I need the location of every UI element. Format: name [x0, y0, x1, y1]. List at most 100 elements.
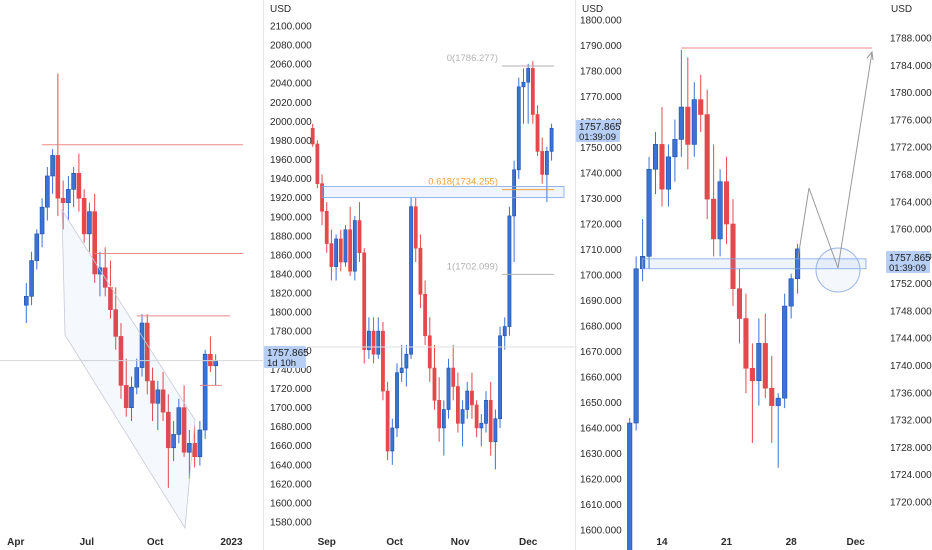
candle-body [769, 387, 775, 406]
candle-body [362, 252, 367, 350]
candle-body [87, 211, 92, 235]
chart-panel-daily[interactable]: USD 2100.000 2080.000 2060.000 2040.000 2020.… [264, 0, 575, 550]
candle-body [724, 181, 730, 225]
candle-body [544, 151, 549, 175]
candle-body [743, 318, 749, 369]
candle-body [479, 423, 484, 429]
x-tick-label: Apr [7, 537, 24, 548]
candle-body [665, 156, 671, 190]
candle-body [627, 422, 633, 550]
right-y-tick-label: 1772.000 [890, 143, 932, 154]
right-y-tick-label: 1764.000 [890, 197, 932, 208]
price-badge-countdown: 01:39:09 [889, 263, 926, 274]
y-tick-label: 1620.000 [580, 475, 622, 486]
candle-body [139, 322, 145, 368]
y-tick-label: 2100.000 [270, 22, 312, 33]
candle-body [187, 443, 192, 453]
candle-body [646, 168, 652, 257]
price-badge-countdown: 01:39:09 [579, 132, 616, 143]
candle-body [782, 305, 788, 399]
x-tick-label: Oct [147, 537, 164, 548]
candle-body [129, 386, 134, 408]
y-tick-label: 1700.000 [270, 403, 312, 414]
candle-body [685, 106, 691, 145]
candle-body [652, 144, 659, 170]
chart-panel-hourly[interactable]: USD1800.0001790.0001780.0001770.0001760.… [576, 0, 932, 550]
candle-body [512, 169, 517, 217]
right-y-tick-label: 1752.000 [890, 279, 932, 290]
y-tick-label: 1740.000 [580, 169, 622, 180]
right-y-tick-label: 1728.000 [890, 443, 932, 454]
candle-body [498, 335, 502, 420]
x-tick-label: Dec [847, 537, 866, 548]
right-y-tick-label: 1768.000 [890, 170, 932, 181]
y-tick-label: 1740.000 [270, 365, 312, 376]
candle-body [113, 309, 119, 337]
x-tick-label: Nov [451, 537, 470, 548]
candle-body [45, 175, 50, 208]
hourly-chart-canvas[interactable]: USD1800.0001790.0001780.0001770.0001760.… [576, 0, 932, 550]
x-tick-label: Oct [386, 537, 403, 548]
y-tick-label: 1640.000 [580, 424, 622, 435]
candle-body [502, 326, 507, 337]
candle-body [788, 278, 794, 307]
candle-body [395, 372, 399, 429]
candle-body [427, 335, 432, 369]
x-tick-label: Jul [80, 537, 95, 548]
candle-body [775, 397, 781, 406]
right-y-tick-label: 1740.000 [890, 361, 932, 372]
price-badge [886, 251, 930, 273]
candle-body [192, 443, 197, 458]
candle-body [60, 197, 66, 204]
axis-currency-label: USD [582, 4, 603, 15]
candle-body [409, 206, 413, 355]
y-tick-label: 1600.000 [580, 526, 622, 537]
candle-body [704, 114, 710, 200]
chart-panel-weekly[interactable]: Apr Jul Oct 2023 [0, 0, 263, 550]
y-tick-label: 1620.000 [270, 479, 312, 490]
candle-body [315, 143, 320, 184]
panel-divider[interactable] [263, 0, 264, 550]
candle-body [730, 223, 736, 289]
y-tick-label: 1720.000 [580, 220, 622, 231]
y-tick-label: 1610.000 [580, 500, 622, 511]
candle-body [455, 386, 460, 424]
candle-body [437, 400, 442, 429]
candle-body [633, 268, 639, 424]
y-tick-label: 1790.000 [580, 41, 622, 52]
right-y-tick-label: 1788.000 [890, 34, 932, 45]
weekly-chart-canvas[interactable]: Apr Jul Oct 2023 [0, 0, 263, 550]
candle-body [451, 367, 456, 387]
daily-chart-canvas[interactable]: USD 2100.000 2080.000 2060.000 2040.000 2020.… [264, 0, 575, 550]
price-badge-value: 1757.865 [889, 253, 931, 264]
candle-body [535, 114, 540, 152]
right-y-tick-label: 1720.000 [890, 498, 932, 509]
candle-body [197, 429, 203, 458]
candle-body [540, 151, 545, 175]
right-y-tick-label: 1736.000 [890, 388, 932, 399]
candle-body [460, 409, 465, 424]
candle-body [399, 367, 404, 373]
y-tick-label: 1780.000 [270, 327, 312, 338]
y-tick-label: 1750.000 [580, 143, 622, 154]
price-badge-value: 1757.865 [267, 348, 309, 359]
descending-channel [61, 208, 196, 530]
projection-arrowhead [866, 50, 874, 61]
candle-body [71, 172, 76, 190]
y-tick-label: 1840.000 [270, 270, 312, 281]
candle-body [711, 198, 717, 240]
y-tick-label: 1730.000 [580, 194, 622, 205]
y-tick-label: 1640.000 [270, 460, 312, 471]
candle-body [134, 367, 140, 388]
panel-divider[interactable] [575, 0, 576, 550]
fib-level-label: 0(1786.277) [447, 53, 498, 64]
candle-body [521, 81, 526, 88]
candle-body [549, 128, 554, 152]
y-tick-label: 2060.000 [270, 60, 312, 71]
candle-body [76, 172, 82, 199]
x-tick-label: Sep [318, 537, 336, 548]
candle-body [484, 400, 488, 424]
candle-body [97, 267, 103, 275]
candle-body [352, 220, 357, 272]
candle-body [678, 106, 684, 140]
